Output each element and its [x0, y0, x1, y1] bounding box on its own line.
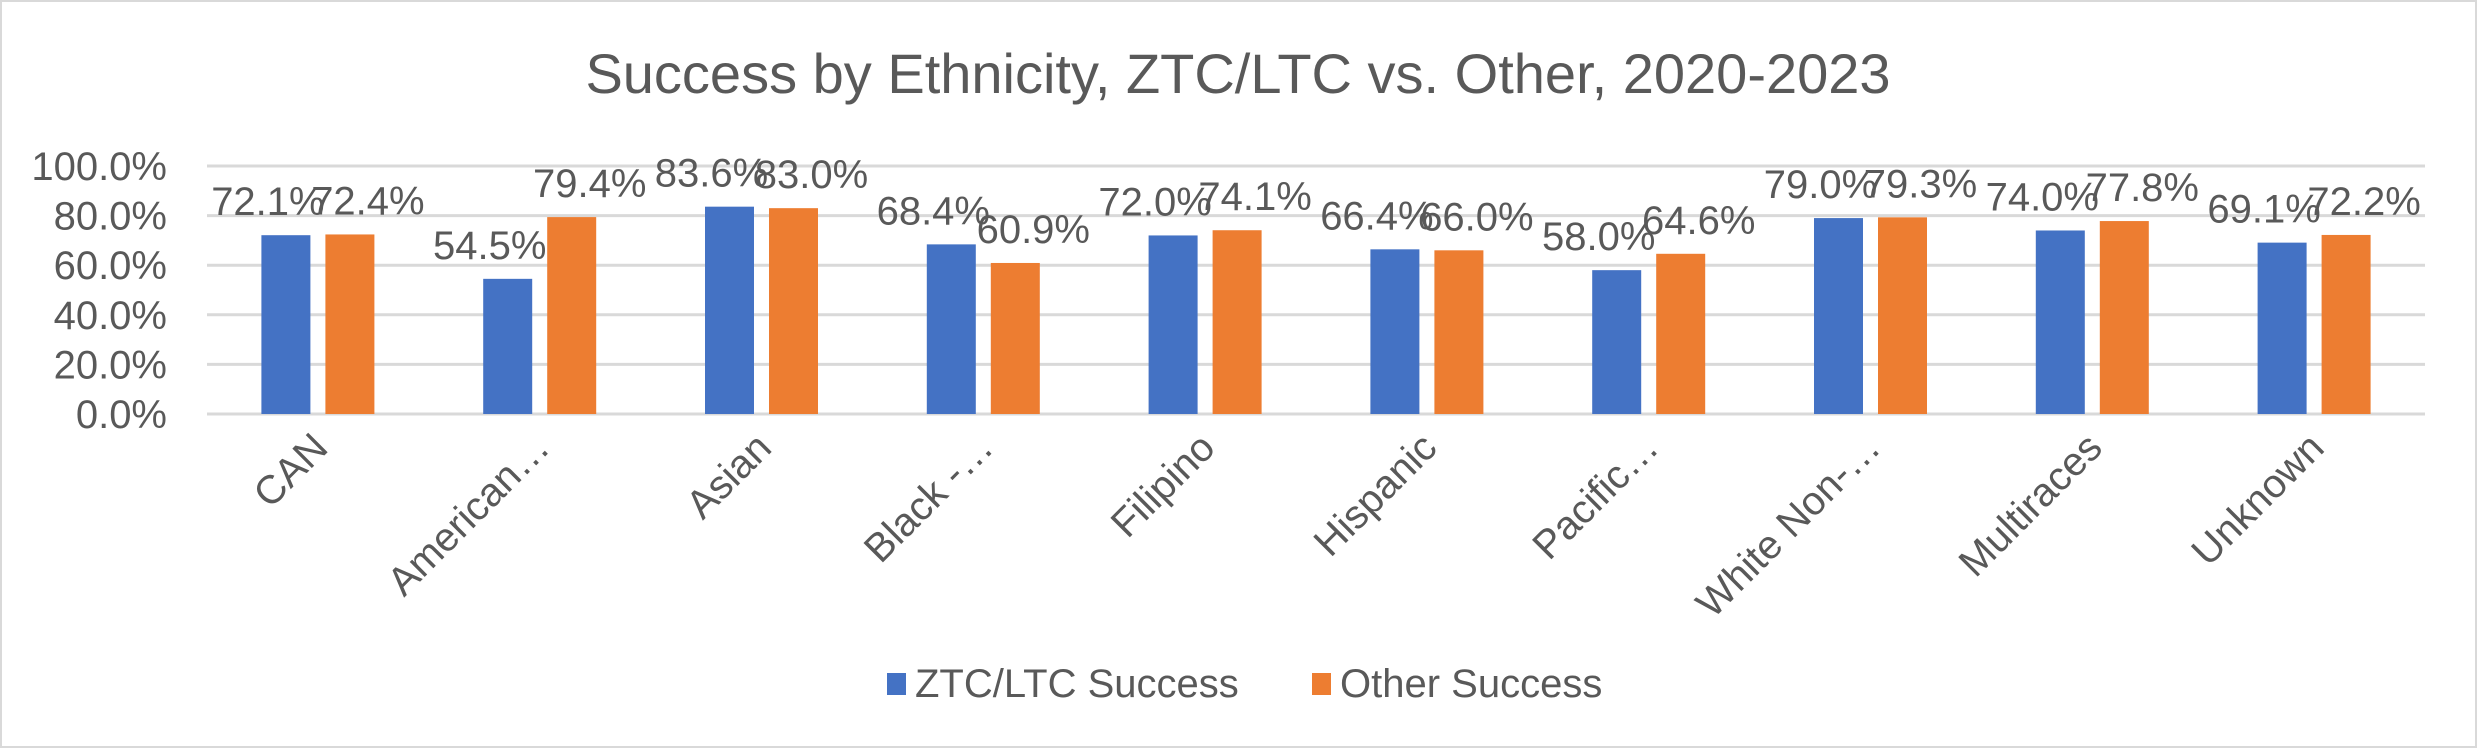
x-tick-label: Filipino: [1103, 425, 1224, 546]
bar-other: [990, 262, 1040, 414]
data-label: 79.3%: [1864, 162, 1977, 206]
bar-ztc-ltc: [1370, 249, 1420, 414]
bar-ztc-ltc: [926, 244, 976, 414]
bar-ztc-ltc: [1814, 218, 1863, 414]
data-label: 74.0%: [1986, 175, 2099, 219]
data-labels: 72.1%72.4%54.5% 79.4% 83.6%83.0%68.4%60.9%…: [211, 152, 2421, 268]
legend-swatch-other: [1312, 673, 1331, 695]
x-axis-labels: CAN American… Asian Black -… Filipino Hispani…: [245, 425, 2332, 626]
bar-ztc-ltc: [483, 278, 533, 414]
x-tick-label: CAN: [245, 425, 336, 516]
y-tick-label: 40.0%: [54, 294, 167, 338]
bar-ztc-ltc: [1592, 270, 1642, 414]
y-axis-ticks: 0.0% 20.0% 40.0% 60.0% 80.0% 100.0%: [31, 145, 167, 437]
bar-other: [1878, 217, 1927, 414]
data-label: 83.0%: [755, 153, 868, 197]
data-label: 74.1%: [1198, 175, 1311, 219]
bar-other: [769, 208, 818, 414]
bars: [261, 206, 2371, 414]
data-label: 69.1%: [2207, 188, 2320, 232]
x-tick-label: Asian: [678, 425, 780, 527]
data-label: 72.2%: [2307, 180, 2420, 224]
data-label: 72.4%: [311, 179, 424, 223]
x-tick-label: White Non-…: [1688, 425, 1889, 626]
legend-swatch-ztc-ltc: [887, 673, 906, 695]
bar-other: [2321, 234, 2371, 414]
data-label: 72.0%: [1098, 180, 1211, 224]
x-tick-label: Unknown: [2183, 425, 2332, 574]
data-label: 64.6%: [1642, 199, 1755, 243]
bar-other: [547, 217, 597, 414]
data-label: 79.0%: [1764, 163, 1877, 207]
data-label: 66.4%: [1320, 194, 1433, 238]
bar-ztc-ltc: [705, 206, 754, 414]
x-tick-label: Pacific…: [1524, 425, 1667, 568]
x-tick-label: Multiraces: [1951, 425, 2111, 585]
bar-other: [1212, 230, 1262, 414]
data-label: 66.0%: [1420, 195, 1533, 239]
bar-other: [1656, 253, 1706, 414]
x-tick-label: American…: [379, 425, 558, 604]
legend: ZTC/LTC Success Other Success: [887, 662, 1602, 706]
data-label: 58.0%: [1542, 215, 1655, 259]
bar-ztc-ltc: [2257, 242, 2307, 414]
data-label: 83.6%: [655, 152, 768, 196]
y-tick-label: 100.0%: [31, 145, 167, 189]
y-tick-label: 20.0%: [54, 343, 167, 387]
bar-ztc-ltc: [261, 235, 311, 414]
x-tick-label: Hispanic: [1306, 425, 1446, 565]
data-label: 77.8%: [2086, 166, 2199, 210]
y-tick-label: 60.0%: [54, 244, 167, 288]
bar-other: [2099, 221, 2149, 414]
legend-label: ZTC/LTC Success: [915, 662, 1239, 706]
legend-label: Other Success: [1340, 662, 1602, 706]
chart-title: Success by Ethnicity, ZTC/LTC vs. Other,…: [585, 42, 1890, 105]
y-tick-label: 0.0%: [76, 393, 167, 437]
data-label: 72.1%: [211, 180, 324, 224]
data-label: 60.9%: [977, 208, 1090, 252]
bar-other: [325, 234, 375, 414]
bar-ztc-ltc: [1148, 235, 1198, 414]
bar-other: [1434, 250, 1484, 414]
y-tick-label: 80.0%: [54, 195, 167, 239]
data-label: 79.4%: [533, 162, 646, 206]
data-label: 54.5%: [433, 224, 546, 268]
data-label: 68.4%: [877, 189, 990, 233]
bar-ztc-ltc: [2035, 230, 2085, 414]
x-tick-label: Black -…: [856, 425, 1002, 571]
